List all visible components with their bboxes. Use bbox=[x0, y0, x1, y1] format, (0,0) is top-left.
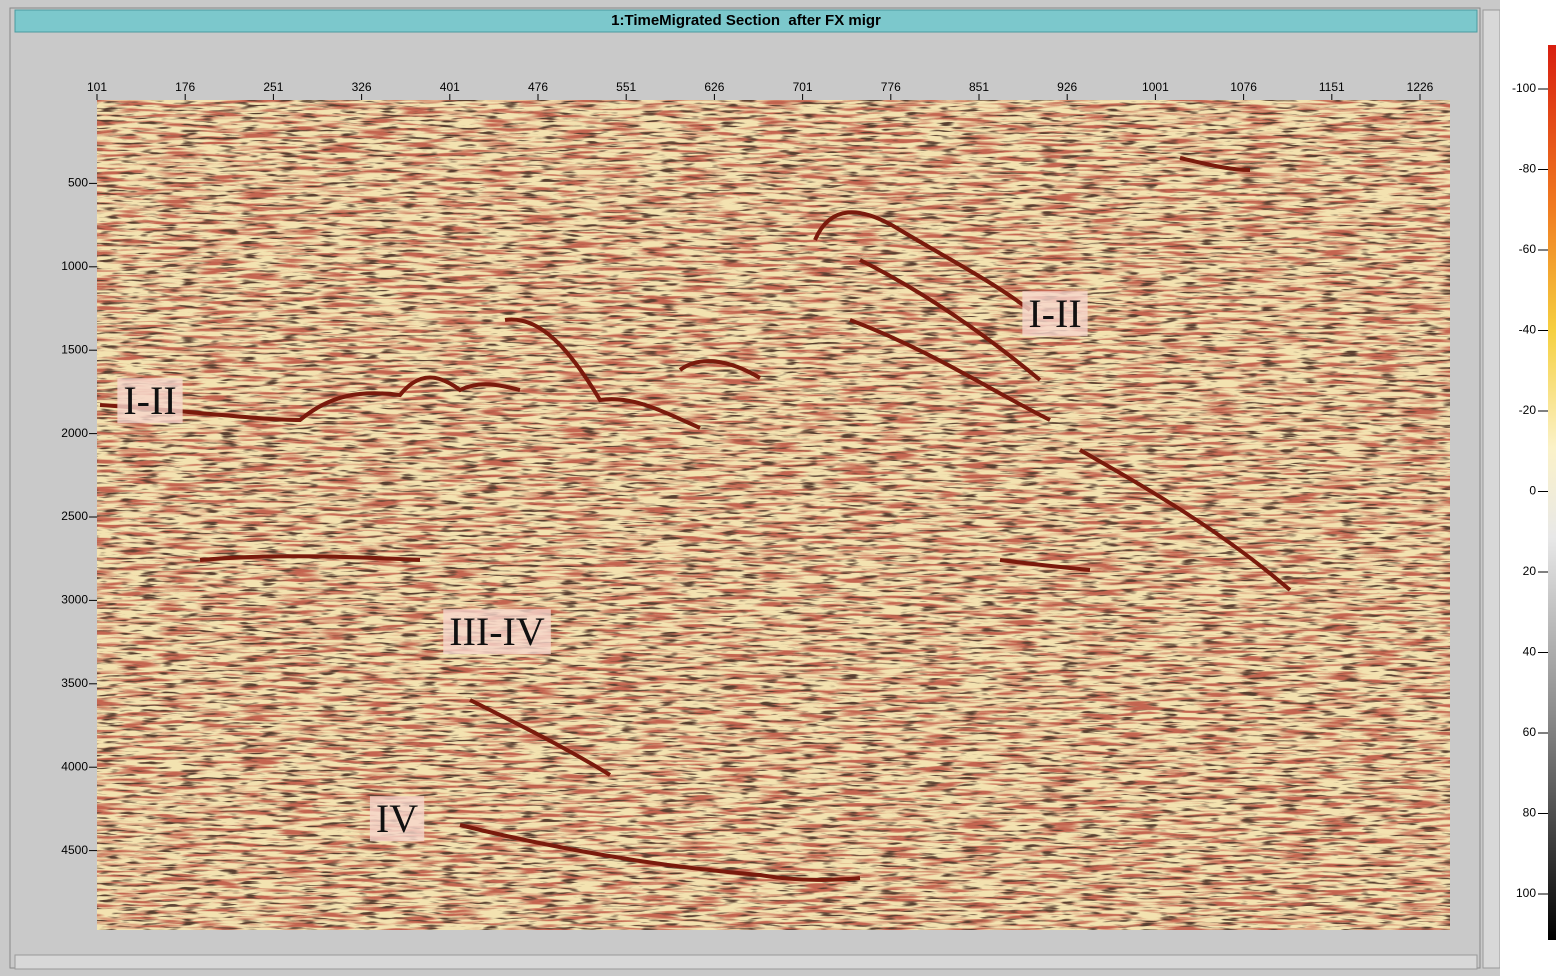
colorbar-panel bbox=[1500, 0, 1556, 976]
colorbar-tick-label: 60 bbox=[1523, 725, 1537, 739]
colorbar-strip bbox=[1548, 45, 1556, 940]
x-tick-label: 401 bbox=[440, 80, 460, 94]
x-tick-label: 701 bbox=[793, 80, 813, 94]
x-tick-label: 326 bbox=[352, 80, 372, 94]
annotation: I-II bbox=[123, 378, 176, 423]
colorbar-tick-label: -80 bbox=[1519, 162, 1537, 176]
colorbar-tick-label: -60 bbox=[1519, 242, 1537, 256]
y-tick-label: 2500 bbox=[61, 509, 88, 523]
window-title: 1:TimeMigrated Section after FX migr bbox=[611, 12, 881, 29]
horizontal-scrollbar[interactable] bbox=[15, 955, 1477, 969]
x-tick-label: 476 bbox=[528, 80, 548, 94]
section-texture-dark bbox=[97, 100, 1450, 930]
y-tick-label: 500 bbox=[68, 176, 88, 190]
colorbar-tick-label: 20 bbox=[1523, 564, 1537, 578]
x-tick-label: 851 bbox=[969, 80, 989, 94]
colorbar-tick-label: 100 bbox=[1516, 886, 1536, 900]
x-tick-label: 626 bbox=[704, 80, 724, 94]
y-tick-label: 1500 bbox=[61, 342, 88, 356]
seismic-window: 1:TimeMigrated Section after FX migr 101… bbox=[0, 0, 1556, 976]
x-tick-label: 1151 bbox=[1319, 80, 1345, 94]
x-tick-label: 1001 bbox=[1142, 80, 1169, 94]
colorbar-tick-label: 40 bbox=[1523, 645, 1537, 659]
vertical-scrollbar[interactable] bbox=[1483, 10, 1500, 968]
x-tick-label: 1076 bbox=[1230, 80, 1257, 94]
annotation: III-IV bbox=[449, 609, 545, 654]
y-tick-label: 1000 bbox=[61, 259, 88, 273]
y-tick-label: 2000 bbox=[61, 426, 88, 440]
x-tick-label: 1226 bbox=[1407, 80, 1434, 94]
x-tick-label: 926 bbox=[1057, 80, 1077, 94]
colorbar-tick-label: -40 bbox=[1519, 323, 1537, 337]
y-tick-label: 3000 bbox=[61, 593, 88, 607]
section-image bbox=[97, 100, 1450, 930]
colorbar-tick-label: -100 bbox=[1512, 81, 1536, 95]
annotation: I-II bbox=[1028, 291, 1081, 336]
colorbar-tick-label: 0 bbox=[1529, 484, 1536, 498]
colorbar-tick-label: -20 bbox=[1519, 403, 1537, 417]
x-tick-label: 776 bbox=[881, 80, 901, 94]
colorbar-tick-label: 80 bbox=[1523, 806, 1537, 820]
x-tick-label: 176 bbox=[175, 80, 195, 94]
y-tick-label: 3500 bbox=[61, 676, 88, 690]
y-tick-label: 4000 bbox=[61, 759, 88, 773]
y-tick-label: 4500 bbox=[61, 843, 88, 857]
x-tick-label: 251 bbox=[263, 80, 283, 94]
x-tick-label: 101 bbox=[87, 80, 107, 94]
annotation: IV bbox=[376, 796, 418, 841]
x-tick-label: 551 bbox=[616, 80, 636, 94]
